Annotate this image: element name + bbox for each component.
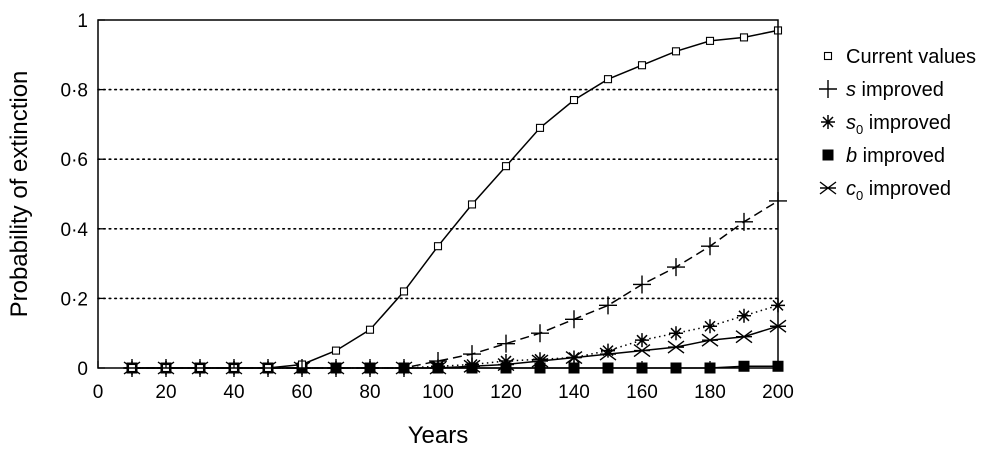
plot-area-frame <box>97 19 779 369</box>
legend-marker <box>823 51 833 61</box>
legend-symbol: b <box>846 145 857 167</box>
data-point <box>399 287 409 296</box>
data-point <box>599 296 617 315</box>
data-point <box>535 123 545 132</box>
legend-marker <box>819 80 837 98</box>
data-layer <box>123 26 787 377</box>
y-tick-label: 0·4 <box>61 220 89 241</box>
data-point <box>467 200 477 209</box>
legend-text: improved <box>857 145 945 167</box>
x-tick-label: 100 <box>422 382 454 403</box>
data-point <box>667 340 685 354</box>
data-point <box>635 333 649 348</box>
legend-label: c0 improved <box>846 178 951 203</box>
data-point <box>633 344 651 358</box>
data-point <box>701 237 719 256</box>
data-point <box>738 360 750 372</box>
x-axis-title: Years <box>408 422 469 449</box>
x-tick-label: 120 <box>490 382 522 403</box>
data-point <box>669 326 683 341</box>
x-tick-label: 180 <box>694 382 726 403</box>
data-point <box>633 275 651 294</box>
series-x-star <box>123 319 787 375</box>
legend-marker <box>822 149 834 161</box>
y-axis-title: Probability of extinction <box>6 71 33 318</box>
series-asterisk <box>125 298 785 375</box>
legend-text: improved <box>856 79 944 101</box>
series-open-square <box>127 26 783 373</box>
legend-symbol: s <box>846 112 856 134</box>
series-line <box>132 29 779 369</box>
x-tick-label: 40 <box>223 382 244 403</box>
data-point <box>671 47 681 56</box>
data-point <box>739 33 749 42</box>
series-line <box>132 200 779 369</box>
data-point <box>569 95 579 105</box>
data-point <box>667 258 685 277</box>
data-point <box>637 61 647 70</box>
data-point <box>531 324 549 343</box>
legend-subscript: 0 <box>856 188 863 203</box>
grid-lines <box>97 88 779 300</box>
x-tick-label: 160 <box>626 382 658 403</box>
data-point <box>567 350 581 365</box>
legend-item: c0 improved <box>819 178 951 203</box>
y-tick-label: 0·6 <box>61 150 88 171</box>
data-point <box>603 75 613 84</box>
data-point <box>501 162 511 171</box>
legend-text: Current values <box>846 46 976 68</box>
data-point <box>463 345 481 364</box>
y-tick-label: 1 <box>77 11 88 32</box>
legend-label: s improved <box>846 79 944 101</box>
legend-text: improved <box>863 112 951 134</box>
y-tick-label: 0·2 <box>61 289 88 310</box>
legend-subscript: 0 <box>856 122 863 137</box>
x-tick-label: 20 <box>155 382 176 403</box>
x-tick-label: 140 <box>558 382 590 403</box>
legend-label: b improved <box>846 145 945 167</box>
data-point <box>365 325 375 334</box>
data-point <box>737 308 751 323</box>
data-point <box>601 343 615 358</box>
legend-marker <box>821 115 835 129</box>
x-tick-label: 60 <box>291 382 312 403</box>
series-line <box>132 304 779 369</box>
axis-ticks: 0 20 40 60 80 100 120 140 160 180 200 0 0·2 0·4 0·6 0·8… <box>61 11 794 403</box>
data-point <box>433 242 443 251</box>
data-point <box>701 333 719 347</box>
legend-item: Current values <box>823 46 976 68</box>
legend-text: improved <box>863 178 951 200</box>
data-point <box>735 330 753 344</box>
legend-label: s0 improved <box>846 112 951 137</box>
legend-item: s improved <box>819 79 944 101</box>
legend-item: s0 improved <box>821 112 951 137</box>
data-point <box>703 319 717 334</box>
y-tick-label: 0·8 <box>61 81 88 102</box>
data-point <box>497 334 515 353</box>
legend-symbol: c <box>846 178 856 200</box>
data-point <box>565 310 583 329</box>
data-point <box>331 346 341 355</box>
legend-symbol: s <box>846 79 856 101</box>
x-tick-label: 0 <box>93 382 104 403</box>
data-point <box>705 36 715 45</box>
data-point <box>735 212 753 231</box>
x-tick-label: 200 <box>762 382 794 403</box>
data-point <box>533 352 547 367</box>
legend-label: Current values <box>846 46 976 68</box>
data-point <box>465 357 479 372</box>
legend-item: b improved <box>822 145 945 167</box>
x-tick-label: 80 <box>359 382 380 403</box>
y-tick-label: 0 <box>77 359 88 380</box>
series-plus <box>123 191 787 377</box>
legend-marker <box>819 181 837 195</box>
